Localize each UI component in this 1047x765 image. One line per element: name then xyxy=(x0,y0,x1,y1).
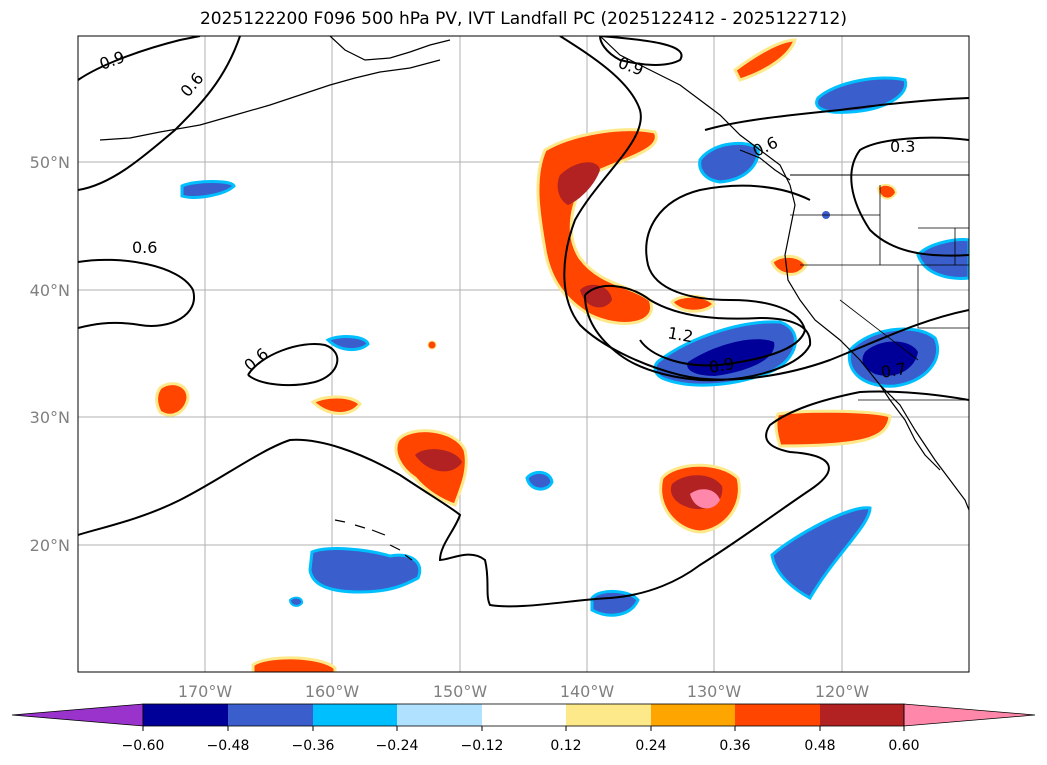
colorbar-tick-label: −0.48 xyxy=(207,738,250,754)
contour-label: 0.6 xyxy=(240,344,272,375)
longitude-tick: 160°W xyxy=(305,682,360,701)
contour-mid-loop xyxy=(247,343,339,387)
longitude-tick: 140°W xyxy=(560,682,615,701)
longitude-tick: 120°W xyxy=(815,682,870,701)
latitude-axis: 50°N 40°N 30°N 20°N xyxy=(30,153,70,555)
colorbar-bin xyxy=(143,704,228,726)
longitude-tick: 150°W xyxy=(433,682,488,701)
state-borders xyxy=(790,185,969,401)
colorbar-bin xyxy=(397,704,482,726)
colorbar-extend-high xyxy=(903,703,1036,727)
contour-inner-trough xyxy=(584,284,812,382)
anomaly-ridge-core-2 xyxy=(580,284,612,308)
anomaly-west-1 xyxy=(155,382,190,417)
contour-coastal-high xyxy=(704,97,969,131)
coast-alaska-mainland xyxy=(329,36,451,61)
map-area: 0.9 0.6 0.9 0.6 0.3 0.6 0.6 1.2 0.9 0.7 xyxy=(78,36,969,672)
colorbar-tick-label: 0.60 xyxy=(888,738,919,754)
colorbar-tick-label: −0.60 xyxy=(122,738,165,754)
anomaly-bc-coast xyxy=(698,141,760,184)
anomaly-west-2 xyxy=(310,395,362,415)
latitude-tick: 30°N xyxy=(30,408,70,427)
anomaly-south-of-baja xyxy=(774,409,892,448)
contour-label: 0.6 xyxy=(177,69,208,101)
anomaly-mid-west xyxy=(325,335,370,351)
anomaly-west-north xyxy=(180,180,236,199)
contour-large-ridge xyxy=(559,36,969,381)
colorbar-tick-label: 0.12 xyxy=(550,738,581,754)
colorbar-bin xyxy=(820,704,904,726)
anomaly-canada-north xyxy=(815,76,908,114)
colorbar-extend-low xyxy=(11,703,144,727)
latitude-tick: 20°N xyxy=(30,536,70,555)
anomaly-subtropical-east-peak xyxy=(690,489,720,509)
colorbar-ticks xyxy=(142,726,905,731)
anomaly-tiny-dot xyxy=(427,340,437,350)
longitude-tick: 130°W xyxy=(687,682,742,701)
colorbar-tick-label: −0.36 xyxy=(292,738,335,754)
colorbar-frame xyxy=(142,703,905,727)
longitude-axis: 170°W 160°W 150°W 140°W 130°W 120°W xyxy=(178,682,870,701)
colorbar-bin xyxy=(735,704,820,726)
contour-alaska-gulf xyxy=(599,36,683,66)
contour-north-alaska xyxy=(78,36,241,191)
coast-vancouver-island xyxy=(739,149,791,181)
contour-label: 1.2 xyxy=(666,323,694,346)
anomaly-hawaii-north-core xyxy=(415,449,462,472)
contour-label: 0.9 xyxy=(97,47,127,74)
anomaly-offshore-small xyxy=(670,294,717,313)
contour-label: 0.9 xyxy=(707,354,735,377)
coast-baja xyxy=(879,384,941,471)
contour-label: 0.7 xyxy=(879,359,907,382)
coast-alaska-aleutians xyxy=(99,59,441,141)
colorbar-bin xyxy=(566,704,651,726)
anomaly-trough-offshore-core xyxy=(687,339,775,376)
contour-label: 0.6 xyxy=(132,238,157,257)
colorbar-bin xyxy=(228,704,313,726)
map-frame xyxy=(77,35,970,673)
anomaly-subtropical-southeast xyxy=(770,506,872,601)
colorbar-tick-label: 0.36 xyxy=(719,738,750,754)
colorbar-tick-label: −0.24 xyxy=(376,738,419,754)
anomaly-far-small xyxy=(288,596,304,607)
colorbar-tick-label: 0.48 xyxy=(804,738,835,754)
contour-label: 0.3 xyxy=(890,137,915,156)
contour-subtropical xyxy=(78,390,969,608)
contour-west-pacific xyxy=(78,258,196,329)
anomaly-southwest-edge xyxy=(251,656,337,672)
anomaly-mid-small xyxy=(525,471,554,491)
longitude-tick: 170°W xyxy=(178,682,233,701)
anomaly-great-basin xyxy=(916,238,969,280)
anomaly-hawaii-south xyxy=(308,547,422,594)
pv-positive-anomalies xyxy=(155,38,898,672)
colorbar: −0.60 −0.48 −0.36 −0.24 −0.12 0.12 0.24 … xyxy=(11,703,1036,754)
gridlines xyxy=(78,36,969,672)
contour-northwest xyxy=(78,36,201,81)
colorbar-tick-label: −0.12 xyxy=(461,738,504,754)
anomaly-ridge-core xyxy=(557,162,600,205)
latitude-tick: 50°N xyxy=(30,153,70,172)
anomaly-socal-low-core xyxy=(862,341,918,376)
map-title: 2025122200 F096 500 hPa PV, IVT Landfall… xyxy=(199,9,847,29)
colorbar-bin xyxy=(313,704,397,726)
hawaiian-islands xyxy=(334,519,413,561)
colorbar-bin xyxy=(482,704,566,726)
latitude-tick: 40°N xyxy=(30,281,70,300)
pv-contours xyxy=(78,36,969,608)
contour-interior-west xyxy=(850,136,969,257)
contour-label: 0.9 xyxy=(616,53,646,80)
anomaly-alaska-coast xyxy=(733,38,798,82)
colorbar-tick-label: 0.24 xyxy=(635,738,666,754)
colorbar-bin xyxy=(651,704,735,726)
anomaly-idaho xyxy=(876,183,898,200)
coast-west-america xyxy=(784,184,969,511)
